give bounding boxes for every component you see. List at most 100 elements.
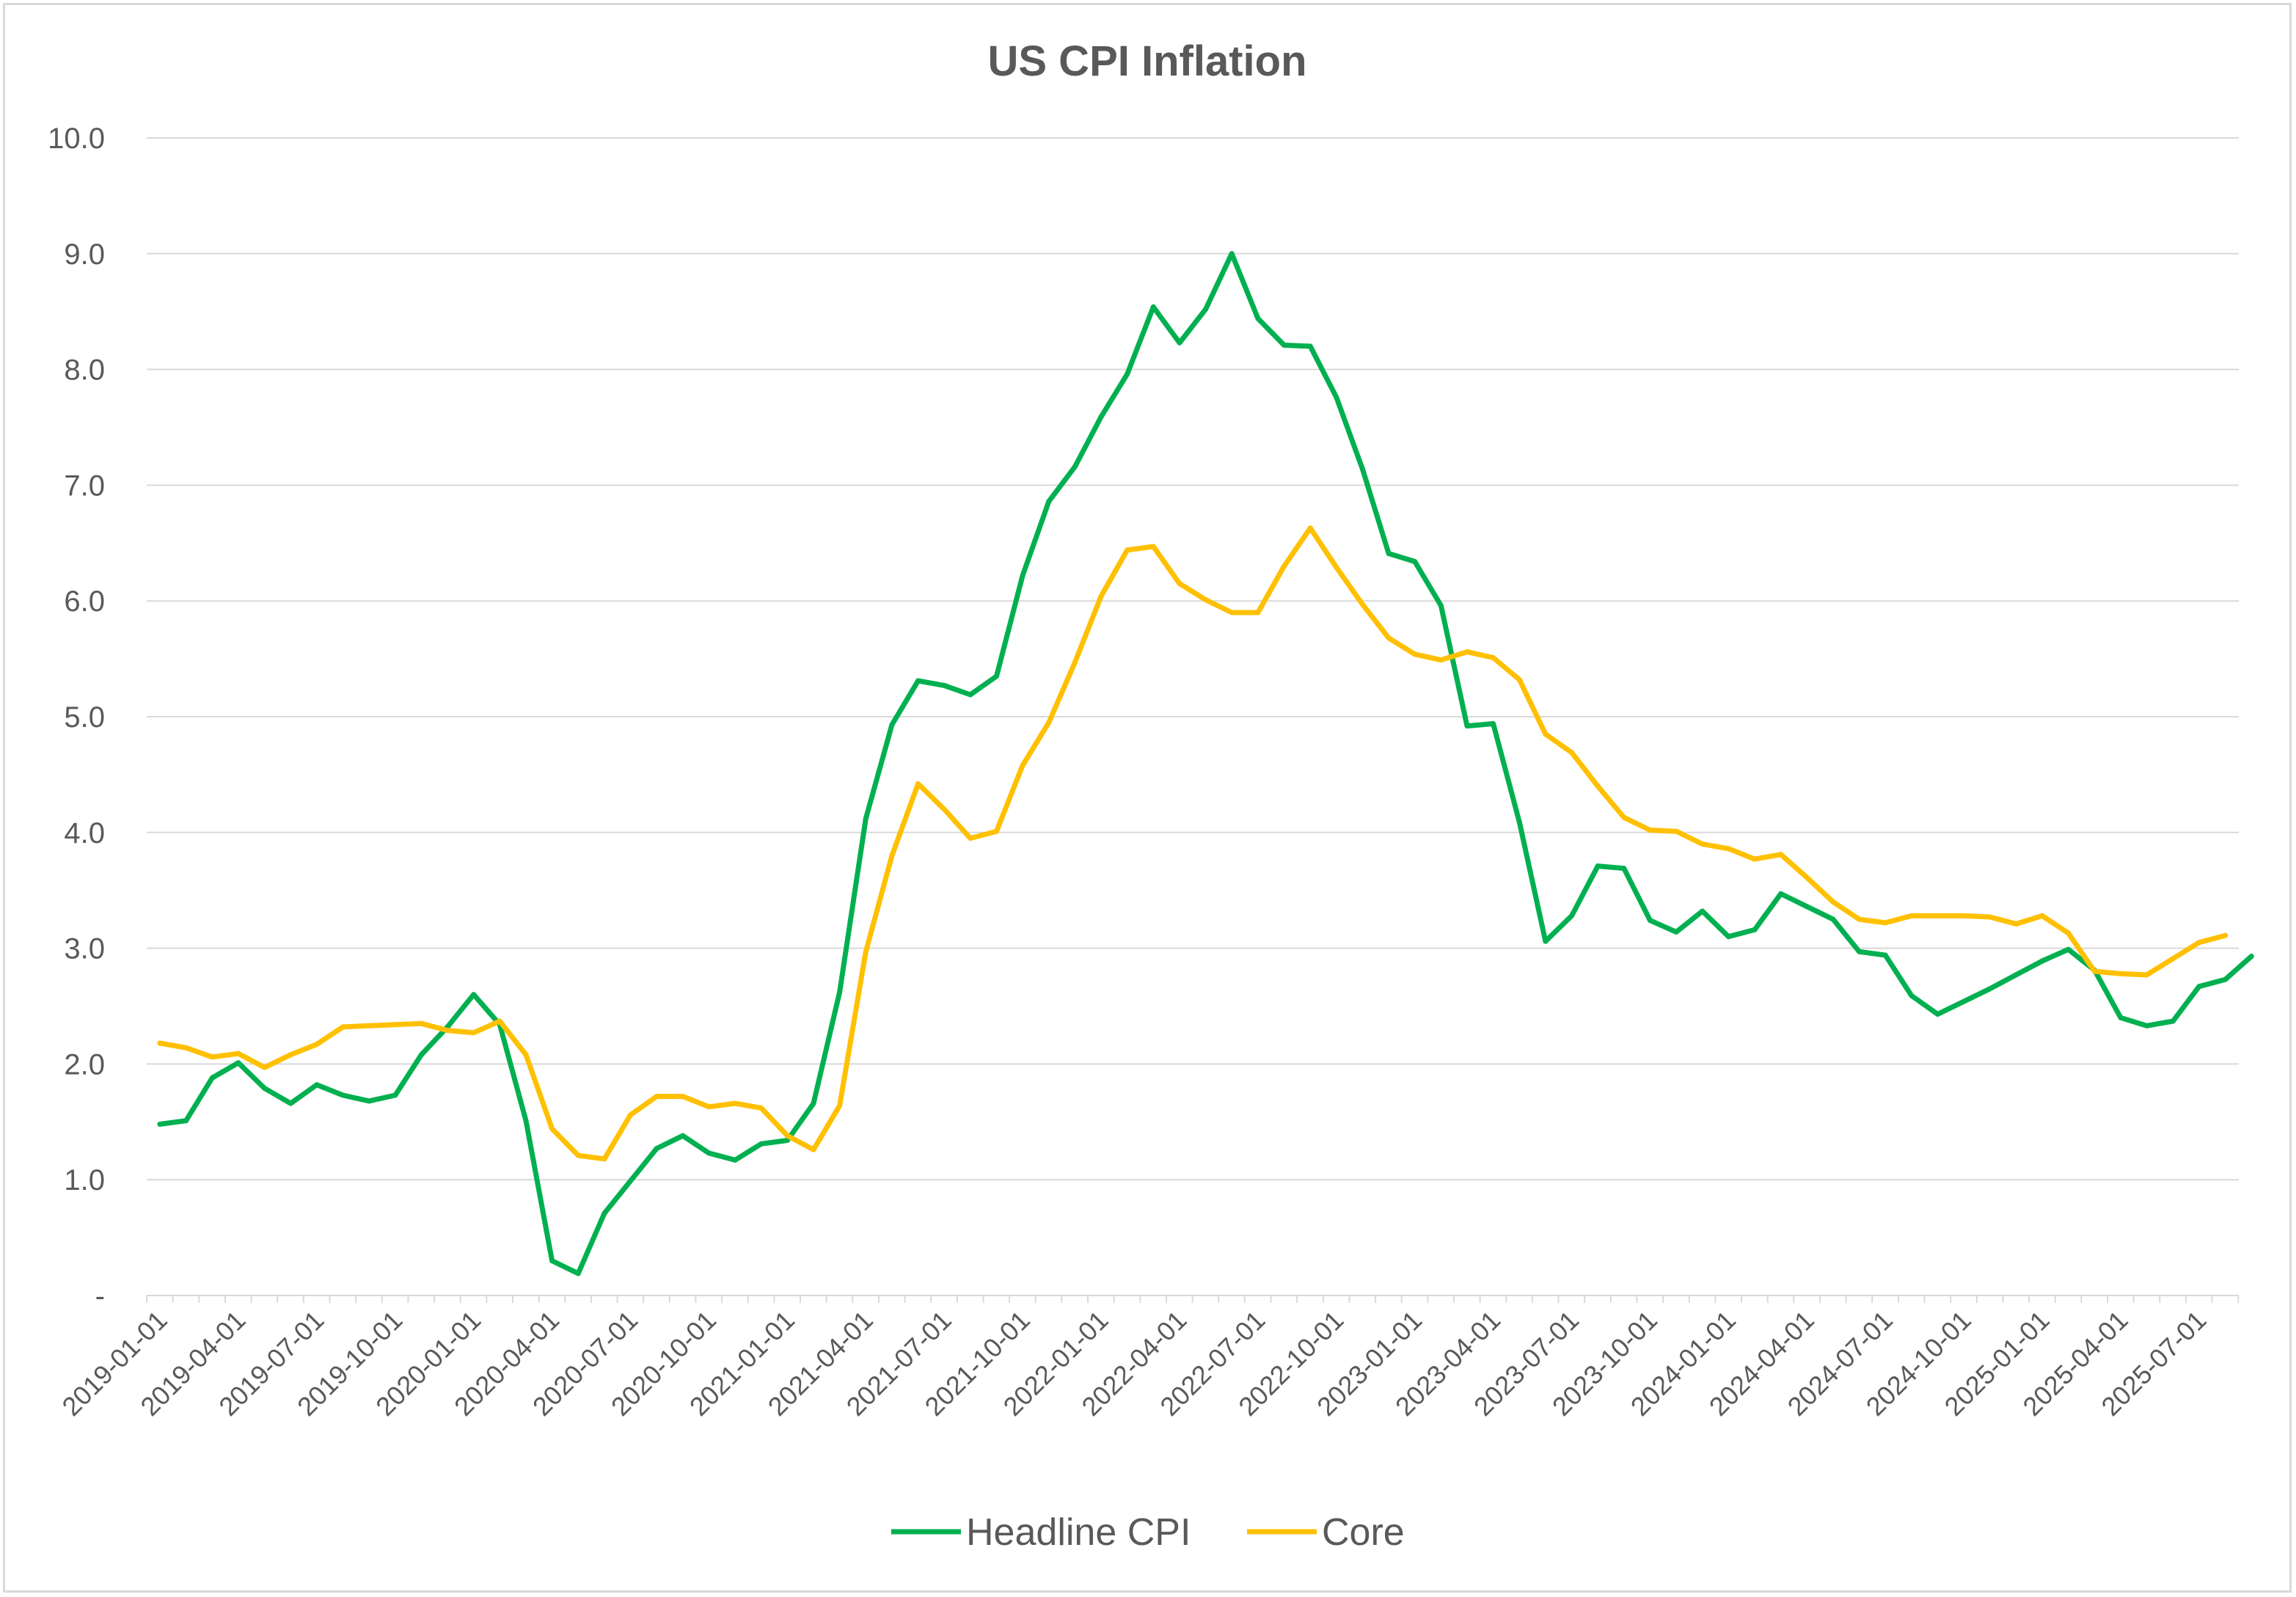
y-tick-label: 8.0 [64, 354, 105, 387]
data-point [2170, 956, 2176, 962]
data-point [340, 1024, 346, 1030]
data-point [706, 1150, 712, 1156]
data-point [1359, 602, 1365, 607]
data-point [366, 1023, 372, 1028]
data-point [1516, 819, 1522, 825]
series-lines [157, 251, 2254, 1276]
series-core [157, 525, 2229, 1162]
data-point [314, 1082, 320, 1088]
y-tick-label: 4.0 [64, 817, 105, 849]
data-point [1961, 913, 1967, 918]
data-point [680, 1133, 686, 1139]
data-point [471, 992, 477, 998]
y-axis-ticks: - 1.0 2.0 3.0 4.0 5.0 6.0 7.0 8.0 9.0 10.0 [48, 123, 105, 1312]
data-point [1725, 846, 1731, 852]
data-point [1516, 677, 1522, 683]
chart-frame [3, 3, 2292, 1593]
data-point [1438, 657, 1444, 663]
series-headline-cpi [157, 251, 2254, 1276]
data-point [889, 852, 895, 858]
data-point [1177, 581, 1182, 587]
data-point [602, 1210, 607, 1216]
data-point [340, 1092, 346, 1098]
data-point [706, 1104, 712, 1110]
data-point [1125, 547, 1130, 553]
data-point [1673, 828, 1679, 834]
data-point [2013, 972, 2019, 978]
y-tick-label: - [95, 1280, 105, 1312]
data-point [2118, 971, 2124, 976]
data-point [915, 781, 921, 787]
y-tick-label: 7.0 [64, 469, 105, 502]
data-point [1569, 913, 1575, 918]
data-point [941, 682, 947, 688]
data-point [1307, 343, 1313, 349]
data-point [1282, 342, 1287, 348]
data-point [784, 1133, 790, 1139]
data-point [392, 1092, 398, 1098]
data-point [1752, 856, 1758, 862]
data-point [1830, 899, 1836, 905]
data-point [1255, 610, 1261, 615]
data-point [2066, 930, 2072, 936]
data-point [1987, 986, 1993, 992]
data-point [523, 1118, 529, 1124]
data-point [209, 1054, 215, 1060]
y-tick-label: 9.0 [64, 238, 105, 271]
data-point [1935, 1012, 1941, 1017]
data-point [445, 1028, 450, 1034]
data-point [2196, 940, 2202, 946]
data-point [1125, 371, 1130, 377]
data-point [262, 1086, 268, 1092]
data-point [288, 1100, 293, 1106]
data-point [549, 1258, 555, 1264]
data-point [811, 1147, 816, 1152]
series-line [157, 251, 2254, 1276]
y-tick-label: 2.0 [64, 1048, 105, 1081]
data-point [523, 1052, 529, 1058]
data-point [549, 1126, 555, 1132]
legend-item: Core [1247, 1511, 1405, 1554]
data-point [1647, 918, 1653, 924]
data-point [1307, 525, 1313, 531]
data-point [2039, 913, 2045, 918]
chart-title: US CPI Inflation [988, 37, 1307, 85]
data-point [863, 949, 869, 954]
data-point [1909, 913, 1915, 918]
data-point [2039, 958, 2045, 964]
data-point [235, 1060, 241, 1066]
data-point [1020, 762, 1025, 768]
data-point [2118, 1015, 2124, 1020]
data-point [1150, 304, 1156, 310]
data-point [758, 1141, 764, 1147]
data-point [183, 1045, 189, 1050]
data-point [915, 678, 921, 684]
data-point [1412, 559, 1418, 565]
data-point [157, 1040, 163, 1046]
data-point [1359, 466, 1365, 472]
data-point [654, 1094, 659, 1100]
data-point [1203, 597, 1209, 603]
data-point [471, 1030, 477, 1036]
data-point [1491, 655, 1496, 661]
data-point [1255, 315, 1261, 321]
data-point [732, 1100, 738, 1106]
legend-label: Headline CPI [966, 1511, 1191, 1554]
data-point [1857, 916, 1862, 922]
legend: Headline CPI Core [891, 1511, 1405, 1554]
data-point [863, 816, 869, 822]
data-point [1778, 852, 1784, 858]
y-tick-label: 3.0 [64, 933, 105, 965]
data-point [1543, 731, 1549, 737]
data-point [654, 1146, 659, 1152]
data-point [288, 1052, 293, 1058]
data-point [1464, 723, 1470, 729]
data-point [993, 828, 999, 834]
data-point [1412, 651, 1418, 657]
data-point [1072, 659, 1078, 665]
legend-item: Headline CPI [891, 1511, 1191, 1554]
data-point [575, 1152, 581, 1158]
data-point [1804, 904, 1810, 910]
data-point [1386, 551, 1392, 557]
data-point [366, 1098, 372, 1104]
